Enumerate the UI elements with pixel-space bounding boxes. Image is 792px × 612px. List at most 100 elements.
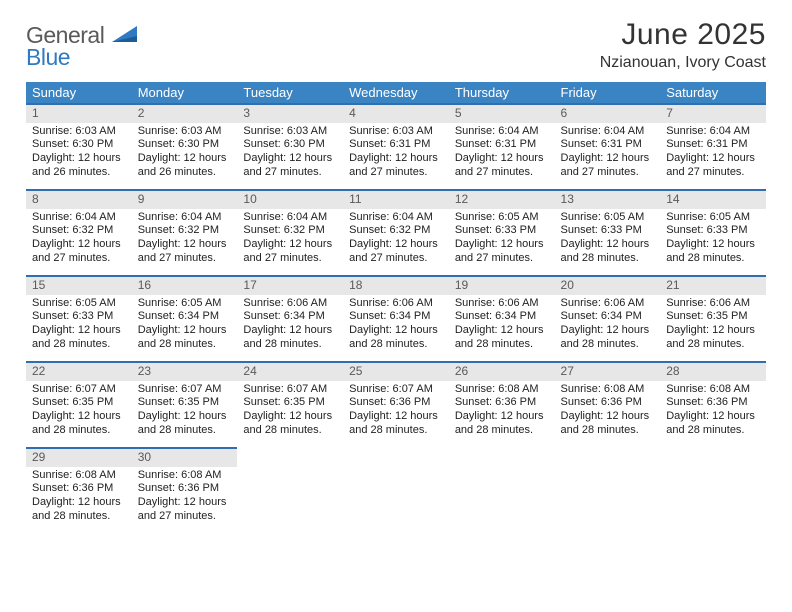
sunset-text: Sunset: 6:33 PM xyxy=(455,224,549,238)
day-number: 13 xyxy=(555,189,661,209)
calendar-cell: 29Sunrise: 6:08 AMSunset: 6:36 PMDayligh… xyxy=(26,447,132,533)
day-details: Sunrise: 6:04 AMSunset: 6:32 PMDaylight:… xyxy=(132,209,238,268)
daylight-text: Daylight: 12 hours and 28 minutes. xyxy=(666,238,760,266)
weekday-fri: Friday xyxy=(555,82,661,103)
day-details: Sunrise: 6:07 AMSunset: 6:35 PMDaylight:… xyxy=(26,381,132,440)
day-number: 20 xyxy=(555,275,661,295)
weekday-thu: Thursday xyxy=(449,82,555,103)
sunset-text: Sunset: 6:36 PM xyxy=(666,396,760,410)
sunrise-text: Sunrise: 6:06 AM xyxy=(243,297,337,311)
daylight-text: Daylight: 12 hours and 27 minutes. xyxy=(349,152,443,180)
daylight-text: Daylight: 12 hours and 28 minutes. xyxy=(561,238,655,266)
day-details: Sunrise: 6:05 AMSunset: 6:33 PMDaylight:… xyxy=(660,209,766,268)
day-details: Sunrise: 6:08 AMSunset: 6:36 PMDaylight:… xyxy=(26,467,132,526)
sunset-text: Sunset: 6:31 PM xyxy=(455,138,549,152)
calendar-week-row: 8Sunrise: 6:04 AMSunset: 6:32 PMDaylight… xyxy=(26,189,766,275)
sunset-text: Sunset: 6:36 PM xyxy=(32,482,126,496)
day-details: Sunrise: 6:04 AMSunset: 6:31 PMDaylight:… xyxy=(555,123,661,182)
daylight-text: Daylight: 12 hours and 26 minutes. xyxy=(138,152,232,180)
sunrise-text: Sunrise: 6:05 AM xyxy=(666,211,760,225)
day-details: Sunrise: 6:04 AMSunset: 6:31 PMDaylight:… xyxy=(660,123,766,182)
weekday-sun: Sunday xyxy=(26,82,132,103)
calendar-cell xyxy=(660,447,766,533)
header: General Blue June 2025 Nzianouan, Ivory … xyxy=(26,18,766,72)
day-details: Sunrise: 6:07 AMSunset: 6:35 PMDaylight:… xyxy=(237,381,343,440)
calendar-cell xyxy=(237,447,343,533)
sunrise-text: Sunrise: 6:03 AM xyxy=(349,125,443,139)
sunrise-text: Sunrise: 6:04 AM xyxy=(561,125,655,139)
day-details: Sunrise: 6:06 AMSunset: 6:35 PMDaylight:… xyxy=(660,295,766,354)
logo-text-blue: Blue xyxy=(26,46,138,69)
day-details: Sunrise: 6:05 AMSunset: 6:33 PMDaylight:… xyxy=(555,209,661,268)
sunset-text: Sunset: 6:31 PM xyxy=(561,138,655,152)
calendar-cell: 14Sunrise: 6:05 AMSunset: 6:33 PMDayligh… xyxy=(660,189,766,275)
calendar-week-row: 22Sunrise: 6:07 AMSunset: 6:35 PMDayligh… xyxy=(26,361,766,447)
day-number: 7 xyxy=(660,103,766,123)
day-number: 4 xyxy=(343,103,449,123)
day-number: 15 xyxy=(26,275,132,295)
calendar-cell xyxy=(449,447,555,533)
day-number: 24 xyxy=(237,361,343,381)
day-details: Sunrise: 6:05 AMSunset: 6:34 PMDaylight:… xyxy=(132,295,238,354)
calendar-cell: 2Sunrise: 6:03 AMSunset: 6:30 PMDaylight… xyxy=(132,103,238,189)
day-details: Sunrise: 6:03 AMSunset: 6:31 PMDaylight:… xyxy=(343,123,449,182)
sunset-text: Sunset: 6:32 PM xyxy=(32,224,126,238)
calendar-cell: 22Sunrise: 6:07 AMSunset: 6:35 PMDayligh… xyxy=(26,361,132,447)
daylight-text: Daylight: 12 hours and 27 minutes. xyxy=(243,152,337,180)
calendar-cell: 15Sunrise: 6:05 AMSunset: 6:33 PMDayligh… xyxy=(26,275,132,361)
calendar-cell: 4Sunrise: 6:03 AMSunset: 6:31 PMDaylight… xyxy=(343,103,449,189)
calendar-cell: 19Sunrise: 6:06 AMSunset: 6:34 PMDayligh… xyxy=(449,275,555,361)
day-number: 17 xyxy=(237,275,343,295)
location-label: Nzianouan, Ivory Coast xyxy=(600,54,766,72)
day-details: Sunrise: 6:08 AMSunset: 6:36 PMDaylight:… xyxy=(660,381,766,440)
calendar-week-row: 29Sunrise: 6:08 AMSunset: 6:36 PMDayligh… xyxy=(26,447,766,533)
daylight-text: Daylight: 12 hours and 27 minutes. xyxy=(243,238,337,266)
daylight-text: Daylight: 12 hours and 28 minutes. xyxy=(32,496,126,524)
daylight-text: Daylight: 12 hours and 27 minutes. xyxy=(455,152,549,180)
day-details: Sunrise: 6:04 AMSunset: 6:32 PMDaylight:… xyxy=(26,209,132,268)
sunset-text: Sunset: 6:35 PM xyxy=(243,396,337,410)
day-details: Sunrise: 6:06 AMSunset: 6:34 PMDaylight:… xyxy=(555,295,661,354)
day-number: 8 xyxy=(26,189,132,209)
calendar-cell: 8Sunrise: 6:04 AMSunset: 6:32 PMDaylight… xyxy=(26,189,132,275)
calendar-cell: 18Sunrise: 6:06 AMSunset: 6:34 PMDayligh… xyxy=(343,275,449,361)
day-details: Sunrise: 6:08 AMSunset: 6:36 PMDaylight:… xyxy=(132,467,238,526)
daylight-text: Daylight: 12 hours and 27 minutes. xyxy=(138,496,232,524)
daylight-text: Daylight: 12 hours and 28 minutes. xyxy=(138,410,232,438)
sunrise-text: Sunrise: 6:04 AM xyxy=(666,125,760,139)
day-number: 2 xyxy=(132,103,238,123)
sunrise-text: Sunrise: 6:07 AM xyxy=(138,383,232,397)
sunset-text: Sunset: 6:36 PM xyxy=(138,482,232,496)
day-number: 5 xyxy=(449,103,555,123)
day-number: 27 xyxy=(555,361,661,381)
daylight-text: Daylight: 12 hours and 28 minutes. xyxy=(32,324,126,352)
day-details: Sunrise: 6:06 AMSunset: 6:34 PMDaylight:… xyxy=(449,295,555,354)
sunrise-text: Sunrise: 6:08 AM xyxy=(455,383,549,397)
calendar-cell: 20Sunrise: 6:06 AMSunset: 6:34 PMDayligh… xyxy=(555,275,661,361)
day-number: 11 xyxy=(343,189,449,209)
daylight-text: Daylight: 12 hours and 28 minutes. xyxy=(243,410,337,438)
day-details: Sunrise: 6:04 AMSunset: 6:32 PMDaylight:… xyxy=(343,209,449,268)
sunset-text: Sunset: 6:30 PM xyxy=(138,138,232,152)
sunrise-text: Sunrise: 6:07 AM xyxy=(349,383,443,397)
calendar-cell: 23Sunrise: 6:07 AMSunset: 6:35 PMDayligh… xyxy=(132,361,238,447)
day-number: 23 xyxy=(132,361,238,381)
calendar-cell: 24Sunrise: 6:07 AMSunset: 6:35 PMDayligh… xyxy=(237,361,343,447)
sunrise-text: Sunrise: 6:05 AM xyxy=(32,297,126,311)
daylight-text: Daylight: 12 hours and 28 minutes. xyxy=(349,324,443,352)
day-details: Sunrise: 6:05 AMSunset: 6:33 PMDaylight:… xyxy=(449,209,555,268)
sunrise-text: Sunrise: 6:06 AM xyxy=(455,297,549,311)
calendar-cell: 30Sunrise: 6:08 AMSunset: 6:36 PMDayligh… xyxy=(132,447,238,533)
day-details: Sunrise: 6:05 AMSunset: 6:33 PMDaylight:… xyxy=(26,295,132,354)
daylight-text: Daylight: 12 hours and 27 minutes. xyxy=(666,152,760,180)
sunrise-text: Sunrise: 6:04 AM xyxy=(243,211,337,225)
day-number: 14 xyxy=(660,189,766,209)
day-number: 25 xyxy=(343,361,449,381)
calendar-cell xyxy=(343,447,449,533)
sunset-text: Sunset: 6:31 PM xyxy=(666,138,760,152)
sunrise-text: Sunrise: 6:03 AM xyxy=(32,125,126,139)
sunrise-text: Sunrise: 6:04 AM xyxy=(138,211,232,225)
sunrise-text: Sunrise: 6:08 AM xyxy=(666,383,760,397)
calendar-cell: 7Sunrise: 6:04 AMSunset: 6:31 PMDaylight… xyxy=(660,103,766,189)
sunset-text: Sunset: 6:35 PM xyxy=(666,310,760,324)
